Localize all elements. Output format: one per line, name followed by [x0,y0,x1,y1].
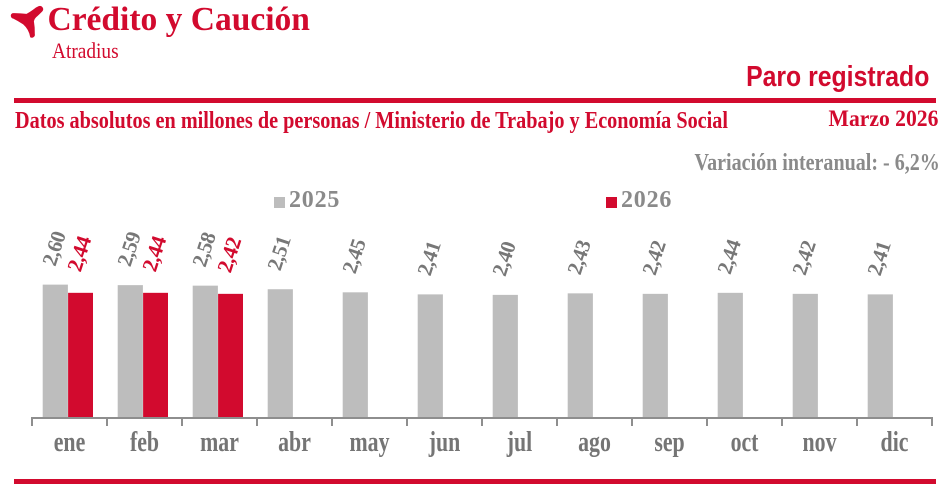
svg-text:mar: mar [200,428,239,458]
svg-text:2,40: 2,40 [487,239,520,279]
svg-text:dic: dic [881,428,909,458]
svg-text:2,43: 2,43 [562,237,595,277]
svg-text:ene: ene [54,428,86,458]
svg-text:sep: sep [654,428,684,458]
svg-text:jun: jun [428,428,460,458]
svg-text:nov: nov [803,428,837,458]
svg-text:may: may [349,428,389,458]
svg-text:2,42: 2,42 [787,238,820,278]
svg-text:ago: ago [578,428,611,458]
svg-text:jul: jul [506,428,532,458]
svg-text:2,42: 2,42 [637,238,670,278]
svg-text:abr: abr [278,428,311,458]
svg-text:oct: oct [731,428,759,458]
svg-text:feb: feb [130,428,159,458]
svg-text:2,44: 2,44 [712,236,746,277]
svg-text:2,41: 2,41 [412,238,445,278]
svg-text:2,45: 2,45 [337,236,370,276]
svg-text:2,41: 2,41 [862,238,895,278]
svg-text:2,51: 2,51 [262,233,295,273]
